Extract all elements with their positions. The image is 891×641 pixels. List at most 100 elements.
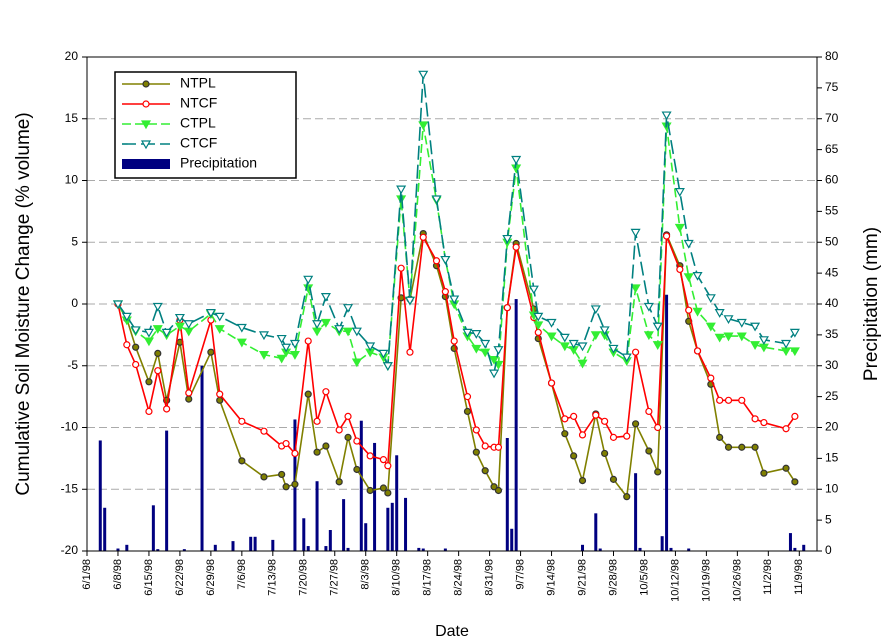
marker [590, 331, 601, 341]
marker [214, 325, 225, 334]
marker [379, 484, 388, 492]
marker [490, 483, 498, 491]
marker [289, 339, 300, 349]
marker [503, 304, 511, 312]
marker [502, 234, 513, 244]
bar [638, 547, 642, 551]
y2-tick-label: 60 [825, 173, 839, 187]
marker [432, 257, 441, 265]
marker [632, 348, 640, 356]
marker [789, 347, 800, 357]
marker [276, 354, 287, 364]
marker [723, 315, 734, 325]
marker [419, 233, 427, 241]
marker [418, 121, 429, 131]
marker [561, 415, 569, 423]
bar [364, 523, 368, 551]
bar [98, 440, 102, 551]
marker [185, 389, 193, 397]
marker [335, 478, 343, 486]
marker [714, 309, 725, 318]
marker [154, 349, 162, 357]
marker [782, 425, 790, 433]
bar [271, 539, 275, 551]
marker [431, 195, 442, 205]
marker [185, 395, 193, 403]
legend-label: Precipitation [180, 155, 257, 171]
x-tick-label: 9/7/98 [514, 559, 526, 590]
marker [723, 332, 734, 342]
marker [366, 452, 374, 460]
x-tick-label: 8/17/98 [422, 559, 434, 596]
x-tick-label: 6/15/98 [143, 559, 155, 596]
x-tick-label: 10/12/98 [669, 559, 681, 602]
x-tick-label: 8/31/98 [484, 559, 496, 596]
marker [693, 347, 702, 355]
bar [253, 536, 257, 551]
y2-tick-label: 15 [825, 451, 839, 465]
marker [145, 407, 153, 416]
marker [238, 457, 246, 465]
marker [406, 348, 414, 356]
marker [334, 325, 345, 334]
legend-label: CTPL [180, 115, 216, 131]
bar [156, 549, 160, 551]
marker [366, 486, 374, 495]
marker [440, 255, 451, 265]
marker [533, 312, 544, 322]
legend-swatch [122, 159, 170, 169]
marker [450, 337, 458, 345]
marker [291, 480, 299, 488]
marker [342, 304, 354, 313]
marker [674, 188, 685, 197]
marker [533, 321, 544, 331]
bar [182, 549, 186, 551]
bar [306, 546, 310, 551]
marker [738, 396, 746, 404]
marker [132, 343, 140, 351]
series [112, 70, 800, 379]
bar [231, 541, 235, 551]
marker [472, 426, 480, 434]
marker [643, 331, 654, 341]
marker [183, 327, 194, 337]
marker [780, 339, 792, 349]
marker [652, 341, 663, 350]
marker [163, 405, 171, 413]
marker [578, 431, 587, 439]
x-tick-label: 6/29/98 [205, 559, 217, 596]
marker [705, 322, 716, 332]
x-tick-label: 9/28/98 [607, 559, 619, 596]
y2-tick-label: 65 [825, 142, 839, 156]
marker [396, 185, 407, 195]
y2-tick-label: 45 [825, 265, 839, 279]
bar [213, 544, 217, 551]
marker [751, 415, 759, 423]
marker [488, 369, 500, 379]
marker [112, 300, 124, 310]
bar [660, 536, 664, 551]
marker [654, 423, 662, 432]
bar [315, 481, 319, 551]
y2-tick-label: 50 [825, 234, 839, 248]
marker [404, 296, 416, 306]
bar [373, 442, 377, 551]
marker [174, 322, 185, 332]
y-tick-label: 5 [71, 234, 78, 248]
marker [707, 374, 715, 382]
marker [335, 426, 343, 434]
marker [351, 358, 362, 368]
marker [601, 417, 609, 425]
marker [313, 417, 321, 425]
bar [151, 505, 155, 551]
marker [676, 265, 684, 274]
marker [528, 285, 539, 295]
marker [379, 456, 388, 464]
line [117, 234, 796, 469]
marker [322, 388, 330, 396]
marker [692, 271, 703, 281]
marker [320, 318, 331, 328]
marker [174, 313, 185, 323]
marker [183, 320, 194, 329]
bar [116, 548, 120, 551]
